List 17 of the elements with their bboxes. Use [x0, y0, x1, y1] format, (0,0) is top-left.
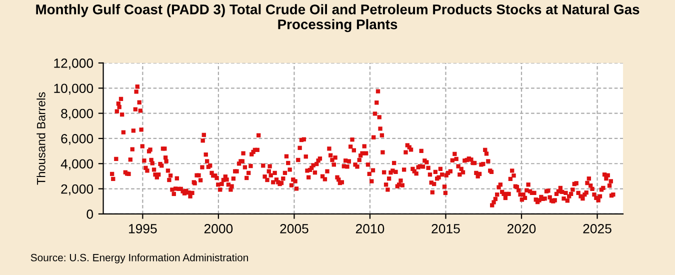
y-tick-label: 0 — [86, 210, 94, 219]
source-note: Source: U.S. Energy Information Administration — [30, 254, 248, 264]
chart-title: Monthly Gulf Coast (PADD 3) Total Crude Oil and Petroleum Products Stocks at Natural Gas Processing Plants — [36, 4, 640, 32]
y-tick-label: 8,000 — [61, 108, 94, 120]
x-tick-label: 2015 — [432, 224, 460, 234]
x-tick-label: 2020 — [507, 224, 536, 234]
y-tick-label: 4,000 — [60, 159, 94, 170]
y-tick-label: 6,000 — [61, 134, 94, 145]
x-tick-label: 2000 — [204, 224, 233, 234]
y-tick-label: 2,000 — [61, 184, 94, 196]
x-tick-label: 1995 — [129, 224, 157, 234]
y-tick-label: 10,000 — [54, 84, 94, 95]
x-tick-label: 2025 — [583, 224, 612, 234]
x-tick-label: 2010 — [356, 224, 384, 234]
y-axis-title: Thousand Barrels — [36, 92, 46, 185]
x-tick-label: 2005 — [280, 224, 308, 234]
y-tick-label: 12,000 — [54, 58, 94, 70]
